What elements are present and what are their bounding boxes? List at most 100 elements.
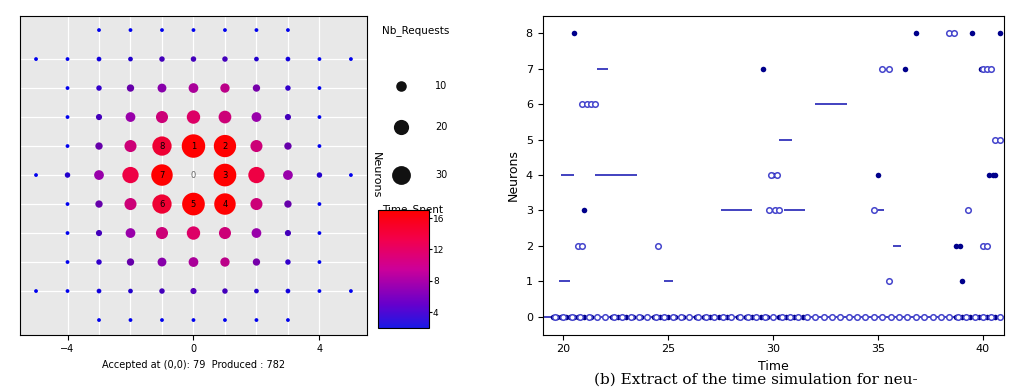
Point <box>766 314 782 320</box>
Point <box>60 85 76 91</box>
Point <box>589 314 605 320</box>
Point <box>760 207 777 214</box>
Point <box>60 114 76 120</box>
Point <box>280 172 296 178</box>
Point <box>123 288 139 294</box>
Point <box>756 314 773 320</box>
Point <box>992 30 1008 37</box>
Point <box>870 172 886 178</box>
Point <box>154 85 170 91</box>
Point <box>60 201 76 207</box>
Text: 2: 2 <box>222 142 227 151</box>
Point <box>217 288 233 294</box>
Point <box>576 314 592 320</box>
Point <box>752 314 769 320</box>
Point <box>992 137 1008 143</box>
Point <box>958 314 974 320</box>
Point <box>992 314 1008 320</box>
Point <box>589 314 605 320</box>
Point <box>790 314 806 320</box>
Point <box>974 66 991 72</box>
Point <box>633 314 649 320</box>
Point <box>154 230 170 236</box>
Point <box>625 314 641 320</box>
Point <box>766 314 782 320</box>
Point <box>280 56 296 62</box>
Point <box>772 314 788 320</box>
Point <box>782 314 798 320</box>
Point <box>841 314 857 320</box>
Point <box>609 314 626 320</box>
X-axis label: Time: Time <box>757 360 789 373</box>
Point <box>217 114 233 120</box>
Point <box>908 30 924 37</box>
Text: 6: 6 <box>159 200 164 209</box>
Point <box>666 314 682 320</box>
Point <box>660 314 676 320</box>
Point <box>311 114 328 120</box>
Text: Nb_Requests: Nb_Requests <box>382 25 449 36</box>
Point <box>217 172 233 178</box>
Point <box>248 230 265 236</box>
Point <box>186 230 202 236</box>
Point <box>280 201 296 207</box>
Point <box>986 172 1002 178</box>
Point <box>673 314 690 320</box>
Point <box>933 314 949 320</box>
Point <box>566 30 582 37</box>
Point <box>979 243 995 249</box>
Point <box>970 314 987 320</box>
Point <box>639 314 655 320</box>
Point <box>91 56 107 62</box>
Point <box>681 314 698 320</box>
Point <box>597 314 613 320</box>
Point <box>123 114 139 120</box>
Point <box>570 243 586 249</box>
Point <box>841 314 857 320</box>
Point <box>652 314 668 320</box>
Point <box>954 314 970 320</box>
Point <box>570 314 586 320</box>
Point <box>982 172 998 178</box>
Point <box>945 30 961 37</box>
Point <box>698 314 714 320</box>
Point <box>550 314 566 320</box>
Point <box>941 314 957 320</box>
Point <box>154 259 170 265</box>
Point <box>972 66 989 72</box>
Point <box>578 101 594 107</box>
Point <box>248 259 265 265</box>
Point <box>280 230 296 236</box>
Point <box>768 207 784 214</box>
Point <box>547 314 563 320</box>
Point <box>581 314 597 320</box>
Point <box>988 314 1004 320</box>
Point <box>60 230 76 236</box>
Point <box>823 314 840 320</box>
Point <box>605 314 622 320</box>
Point <box>91 259 107 265</box>
Point <box>639 314 655 320</box>
Text: 30: 30 <box>435 170 447 180</box>
X-axis label: Accepted at (0,0): 79  Produced : 782: Accepted at (0,0): 79 Produced : 782 <box>102 360 285 370</box>
Point <box>807 314 823 320</box>
Point <box>908 314 924 320</box>
Point <box>979 66 995 72</box>
Point <box>60 288 76 294</box>
Point <box>280 143 296 149</box>
Point <box>123 27 139 33</box>
Point <box>681 314 698 320</box>
Point <box>933 314 949 320</box>
Point <box>799 314 815 320</box>
Point <box>91 230 107 236</box>
Point <box>583 101 599 107</box>
Point <box>28 56 45 62</box>
Point <box>738 314 754 320</box>
Point <box>966 314 983 320</box>
Point <box>217 56 233 62</box>
Point <box>947 243 963 249</box>
Point <box>729 314 745 320</box>
Point <box>715 314 731 320</box>
Point <box>832 314 849 320</box>
Point <box>950 314 966 320</box>
